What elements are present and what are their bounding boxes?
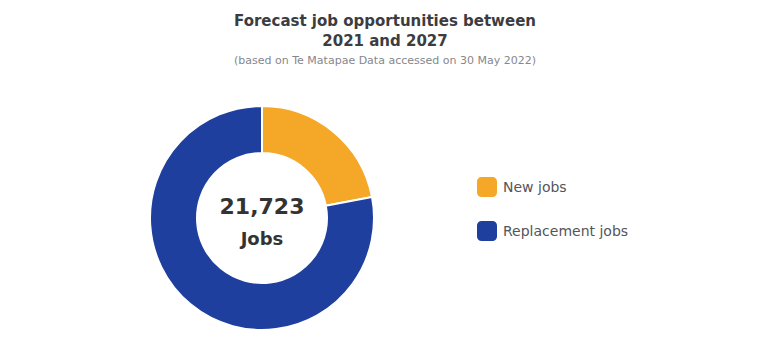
svg-text:(based on Te Matapae Data acce: (based on Te Matapae Data accessed on 30… [234,54,536,67]
svg-text:Replacement jobs: Replacement jobs [503,223,628,239]
svg-text:2021 and 2027: 2021 and 2027 [322,32,447,50]
svg-text:21,723: 21,723 [220,194,305,219]
svg-text:Forecast job opportunities bet: Forecast job opportunities between [234,12,536,30]
svg-text:Jobs: Jobs [239,228,284,249]
svg-text:New jobs: New jobs [503,179,567,195]
